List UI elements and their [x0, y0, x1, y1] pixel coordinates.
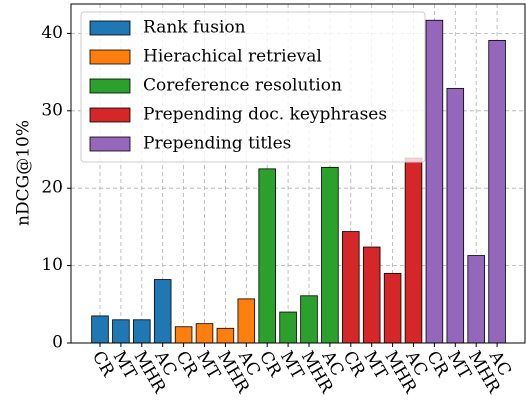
legend-label: Prepending titles	[143, 134, 291, 154]
y-tick-label: 20	[41, 178, 63, 198]
y-tick-label: 0	[52, 333, 63, 353]
bar	[258, 168, 276, 344]
bar	[446, 87, 465, 344]
bar	[467, 255, 485, 344]
legend-swatch	[89, 49, 131, 65]
legend-label: Coreference resolution	[143, 76, 342, 96]
bar	[321, 166, 339, 344]
bar	[216, 327, 235, 344]
bar	[383, 272, 402, 344]
legend-label: Rank fusion	[143, 18, 246, 38]
plot-frame	[70, 3, 526, 344]
bar	[279, 311, 297, 344]
bar	[153, 279, 172, 344]
legend-swatch	[89, 136, 131, 152]
bar	[174, 326, 193, 344]
bar	[133, 319, 151, 344]
y-tick-label: 40	[41, 23, 63, 43]
legend-swatch	[89, 20, 131, 36]
bar	[362, 246, 381, 344]
bar	[404, 157, 423, 344]
legend-label: Prepending doc. keyphrases	[143, 105, 387, 125]
legend-swatch	[89, 78, 131, 94]
y-axis-label: nDCG@10%	[14, 120, 34, 226]
bar	[112, 319, 130, 344]
y-tick-label: 30	[41, 100, 63, 120]
legend-swatch	[89, 107, 131, 123]
legend-label: Hierachical retrieval	[143, 47, 322, 67]
y-tick-label: 10	[41, 255, 63, 275]
legend-box	[80, 11, 426, 163]
bar	[91, 315, 109, 344]
bar	[342, 231, 360, 344]
bar	[488, 39, 506, 344]
bar	[195, 323, 214, 344]
bar	[300, 295, 318, 344]
bar	[237, 298, 256, 344]
bar	[425, 19, 444, 344]
